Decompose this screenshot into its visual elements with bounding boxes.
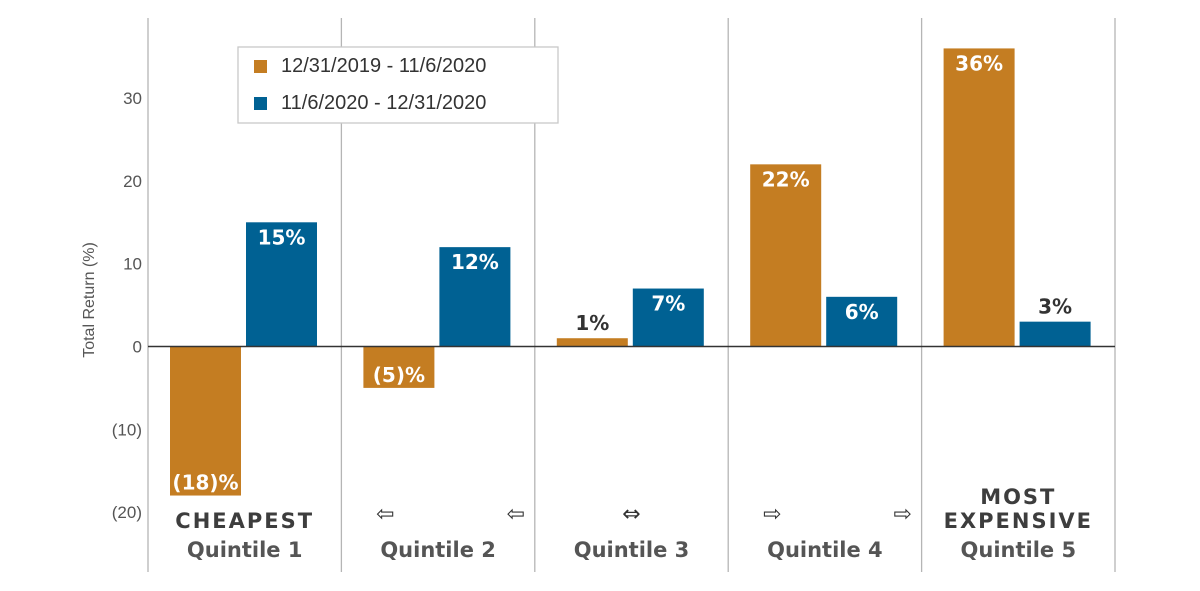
y-tick-label: 30	[123, 89, 142, 108]
data-label: (5)%	[373, 363, 425, 387]
category-label: Quintile 5	[961, 538, 1077, 562]
bar-series1-quintile-2	[363, 346, 435, 388]
legend-label: 12/31/2019 - 11/6/2020	[281, 55, 486, 77]
category-label: Quintile 2	[380, 538, 496, 562]
arrow-icon: ⇔	[622, 502, 640, 527]
bar-series2-quintile-2	[439, 247, 511, 347]
data-label: 12%	[451, 250, 499, 274]
bars	[170, 48, 1091, 496]
data-label: 15%	[258, 225, 306, 249]
bar-series2-quintile-4	[826, 296, 898, 347]
y-tick-label: (20)	[112, 503, 142, 522]
data-label: (18)%	[172, 471, 238, 495]
category-labels: Quintile 1 CHEAPEST Quintile 2 ⇦ ⇦ Quintile 3…	[175, 485, 1093, 562]
bar-series1-quintile-1	[170, 346, 241, 496]
y-axis-ticks: (20) (10) 0 10 20 30	[112, 89, 142, 522]
data-label: 6%	[845, 300, 879, 324]
data-label: 22%	[762, 167, 810, 191]
category-tag: CHEAPEST	[175, 509, 314, 533]
arrow-icon: ⇦	[507, 502, 525, 527]
arrow-icon: ⇨	[763, 502, 781, 527]
y-tick-label: 10	[123, 255, 142, 274]
data-labels: (18)% (5)% 1% 22% 36% 15% 12% 7% 6% 3%	[172, 51, 1072, 494]
bar-series2-quintile-3	[632, 288, 704, 347]
category-label: Quintile 4	[767, 538, 883, 562]
y-tick-label: (10)	[112, 420, 142, 439]
arrow-icon: ⇨	[893, 502, 911, 527]
legend: 12/31/2019 - 11/6/2020 11/6/2020 - 12/31/…	[237, 46, 559, 124]
data-label: 36%	[955, 51, 1003, 75]
legend-box	[237, 46, 559, 124]
data-label: 3%	[1038, 295, 1072, 319]
legend-swatch	[254, 60, 267, 73]
y-axis-label: Total Return (%)	[81, 242, 98, 358]
category-label: Quintile 1	[187, 538, 303, 562]
data-label: 1%	[575, 311, 609, 335]
category-tag: EXPENSIVE	[944, 509, 1093, 533]
legend-swatch	[254, 97, 267, 110]
data-label: 7%	[651, 292, 685, 316]
bar-series2-quintile-5	[1019, 321, 1091, 347]
bar-series1-quintile-3	[556, 338, 628, 347]
category-tag: MOST	[980, 485, 1056, 509]
y-tick-label: 20	[123, 172, 142, 191]
arrow-icon: ⇦	[376, 502, 394, 527]
legend-label: 11/6/2020 - 12/31/2020	[281, 92, 486, 114]
y-tick-label: 0	[133, 338, 142, 357]
bar-series1-quintile-4	[750, 164, 822, 347]
bar-series1-quintile-5	[943, 48, 1015, 347]
bar-series2-quintile-1	[246, 222, 317, 347]
category-label: Quintile 3	[574, 538, 690, 562]
